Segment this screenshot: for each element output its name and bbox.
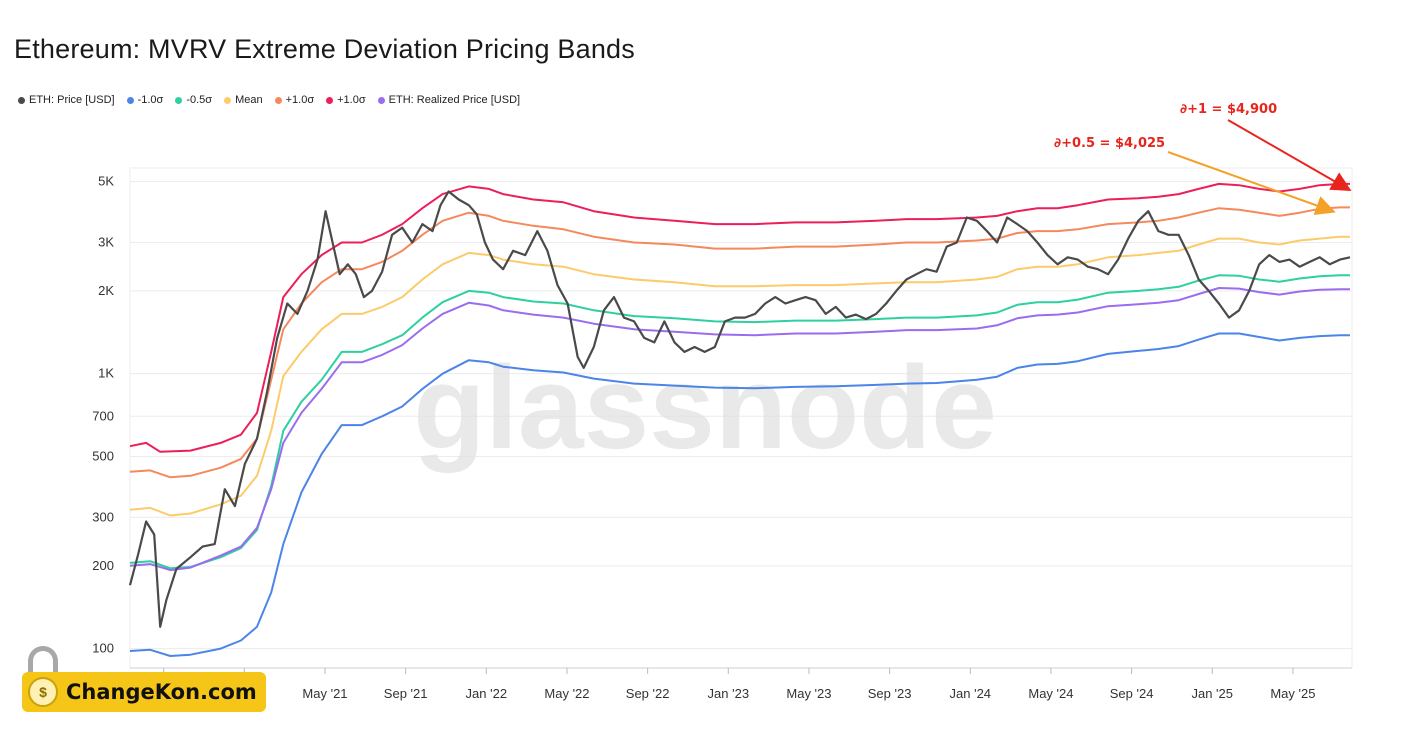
x-tick-label: Sep '24 xyxy=(1110,686,1154,701)
x-tick-label: May '24 xyxy=(1028,686,1073,701)
x-tick-label: Sep '21 xyxy=(384,686,428,701)
y-tick-label: 3K xyxy=(98,235,114,250)
y-tick-label: 5K xyxy=(98,174,114,189)
legend-label: +1.0σ xyxy=(285,94,315,106)
legend-label: +1.0σ xyxy=(337,94,366,106)
legend-dot-icon xyxy=(326,96,334,104)
series-line-lower1 xyxy=(129,332,1350,657)
legend-item[interactable]: Mean xyxy=(224,94,263,106)
legend-item[interactable]: ETH: Price [USD] xyxy=(18,94,115,106)
series-line-mean xyxy=(129,235,1350,517)
legend-label: ETH: Realized Price [USD] xyxy=(388,94,521,106)
legend-label: -1.0σ xyxy=(137,94,164,106)
y-tick-label: 2K xyxy=(98,283,114,298)
series-line-upper1 xyxy=(129,182,1350,453)
legend: ETH: Price [USD] -1.0σ -0.5σ Mean +1.0σ +1.0σ… xyxy=(18,94,520,106)
x-tick-label: May '25 xyxy=(1270,686,1315,701)
series-line-lower05 xyxy=(129,274,1350,570)
coin-icon: $ xyxy=(28,677,58,707)
legend-label: -0.5σ xyxy=(186,94,213,106)
legend-item[interactable]: +1.0σ xyxy=(274,94,315,106)
x-tick-label: May '22 xyxy=(544,686,589,701)
legend-dot-icon xyxy=(18,96,25,104)
x-tick-label: Jan '23 xyxy=(708,686,750,701)
site-badge[interactable]: $ ChangeKon.com xyxy=(22,672,266,712)
legend-dot-icon xyxy=(274,96,282,104)
y-axis: 100 200 300 500 700 1K 2K 3K 5K xyxy=(92,174,114,656)
arrow-upper1 xyxy=(1227,119,1352,191)
x-tick-label: Jan '24 xyxy=(950,686,992,701)
y-tick-label: 700 xyxy=(92,408,114,423)
legend-item[interactable]: -1.0σ xyxy=(126,94,164,106)
legend-item[interactable]: +1.0σ xyxy=(326,94,366,106)
series-line-price xyxy=(128,190,1351,628)
legend-dot-icon xyxy=(126,96,134,104)
legend-item[interactable]: ETH: Realized Price [USD] xyxy=(377,94,521,106)
arrow-upper05 xyxy=(1167,151,1336,215)
annotation-upper05: ∂+0.5 = $4,025 xyxy=(1054,136,1166,151)
series-line-realized xyxy=(129,287,1350,572)
chart-title: Ethereum: MVRV Extreme Deviation Pricing… xyxy=(14,34,635,64)
legend-dot-icon xyxy=(175,96,183,104)
annotation-upper1: ∂+1 = $4,900 xyxy=(1180,102,1278,117)
x-tick-label: Jan '22 xyxy=(466,686,508,701)
series-group xyxy=(128,182,1351,657)
legend-item[interactable]: -0.5σ xyxy=(175,94,212,106)
x-tick-label: Sep '23 xyxy=(868,686,912,701)
series-line-upper05 xyxy=(129,206,1350,479)
legend-label: Mean xyxy=(235,94,263,106)
legend-label: ETH: Price [USD] xyxy=(29,94,115,106)
legend-dot-icon xyxy=(377,96,385,104)
x-tick-label: May '23 xyxy=(786,686,831,701)
y-tick-label: 300 xyxy=(92,509,114,524)
y-tick-label: 200 xyxy=(92,558,114,573)
legend-dot-icon xyxy=(224,96,232,104)
annotation-arrows xyxy=(1167,119,1352,215)
x-tick-label: Jan '25 xyxy=(1191,686,1233,701)
x-tick-label: May '21 xyxy=(302,686,347,701)
x-tick-label: Sep '22 xyxy=(626,686,670,701)
y-tick-label: 1K xyxy=(98,366,114,381)
badge-text: ChangeKon.com xyxy=(66,680,257,704)
watermark: glassnode xyxy=(413,342,997,474)
y-tick-label: 100 xyxy=(92,641,114,656)
y-tick-label: 500 xyxy=(92,448,114,463)
lock-icon xyxy=(28,646,58,680)
